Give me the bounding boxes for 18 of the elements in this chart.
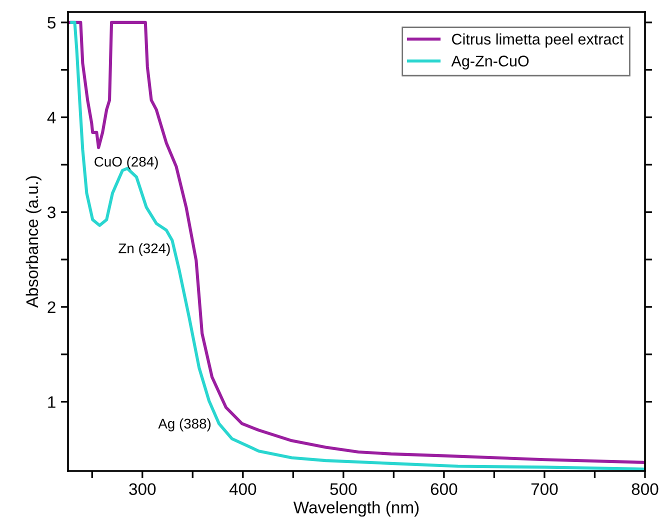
- y-tick-label: 2: [48, 301, 56, 313]
- x-tick-label: 600: [430, 483, 458, 496]
- x-axis-title: Wavelength (nm): [293, 501, 419, 517]
- x-tick-label: 400: [229, 483, 256, 496]
- x-tick-label: 300: [129, 483, 156, 496]
- y-tick-label: 3: [48, 206, 56, 218]
- y-axis-title: Absorbance (a.u.): [26, 176, 42, 308]
- annotation: Ag (388): [158, 418, 211, 432]
- y-tick-label: 5: [48, 17, 56, 29]
- x-tick-label: 500: [330, 483, 357, 496]
- annotation: Zn (324): [118, 243, 170, 256]
- legend-label: Ag-Zn-CuO: [451, 56, 529, 70]
- y-tick-label: 4: [47, 112, 56, 124]
- annotation: CuO (284): [94, 156, 158, 170]
- y-tick-label: 1: [48, 396, 56, 408]
- x-tick-label: 800: [632, 483, 658, 496]
- legend-label: Citrus limetta peel extract: [452, 33, 624, 48]
- x-tick-label: 700: [531, 483, 558, 496]
